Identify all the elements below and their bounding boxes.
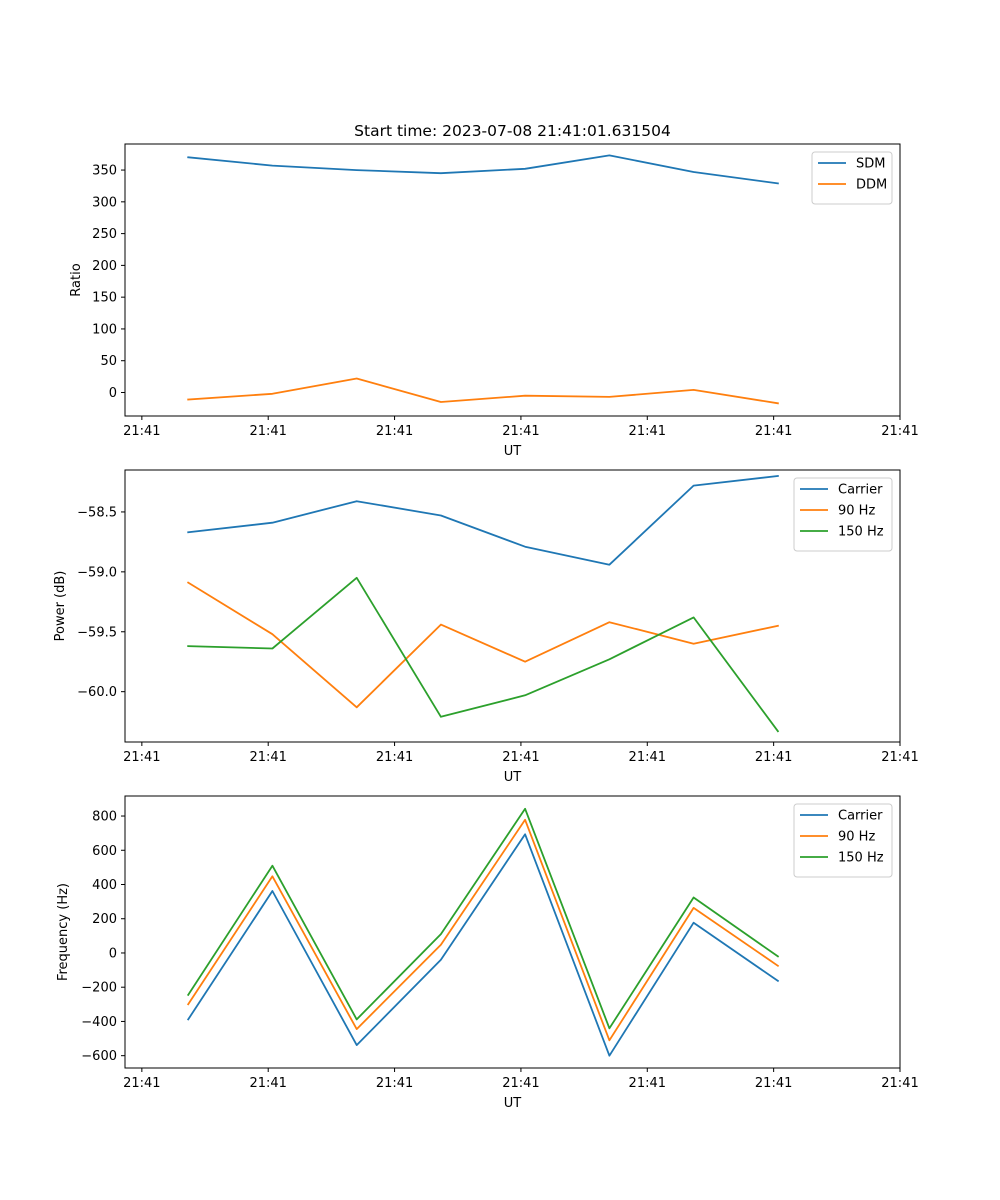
power-x-axis-label: UT [504, 770, 522, 785]
power-legend-label-150-hz: 150 Hz [838, 525, 884, 540]
power-90-hz-line [186, 581, 779, 709]
frequency-150-hz-line [186, 807, 780, 1030]
frequency-y-tick-label: −600 [81, 1049, 117, 1064]
power-x-tick-label: 21:41 [502, 750, 539, 765]
ratio-y-tick-label: 250 [92, 227, 117, 242]
ratio-ddm-line [187, 377, 779, 405]
power-150-hz-line [187, 576, 780, 733]
ratio-legend [811, 151, 893, 205]
frequency-90-hz-line [186, 818, 780, 1042]
power-axes-frame [124, 469, 901, 743]
power-x-tick-label: 21:41 [123, 750, 160, 765]
ratio-x-tick-label: 21:41 [629, 424, 666, 439]
ratio-chart: 21:41 21:41 21:41 21:41 21:41 21:41 21:41 0 50 10… [69, 143, 919, 459]
ratio-sdm-line [187, 154, 779, 185]
frequency-y-tick-label: 200 [92, 912, 117, 927]
ratio-legend-label-ddm: DDM [856, 178, 887, 193]
power-y-tick-label: −60.0 [77, 685, 117, 700]
ratio-x-tick-label: 21:41 [376, 424, 413, 439]
frequency-x-tick-label: 21:41 [502, 1076, 539, 1091]
ratio-x-tick-label: 21:41 [755, 424, 792, 439]
power-x-tick-label: 21:41 [629, 750, 666, 765]
ratio-x-tick-label: 21:41 [881, 424, 918, 439]
ratio-y-tick-label: 50 [100, 354, 117, 369]
frequency-y-tick-label: −200 [81, 981, 117, 996]
frequency-y-tick-label: 0 [109, 946, 117, 961]
frequency-legend-label-carrier: Carrier [838, 809, 883, 824]
power-chart: 21:41 21:41 21:41 21:41 21:41 21:41 21:41 −60.0… [53, 469, 919, 785]
frequency-legend [793, 803, 893, 878]
frequency-legend-label-90-hz: 90 Hz [838, 830, 875, 845]
frequency-chart: 21:41 21:41 21:41 21:41 21:41 21:41 21:41 −600 −… [56, 795, 919, 1111]
ratio-y-tick-label: 150 [92, 291, 117, 306]
frequency-y-tick-label: 400 [92, 878, 117, 893]
frequency-y-tick-label: 600 [92, 844, 117, 859]
power-legend [793, 477, 893, 552]
power-y-tick-label: −59.5 [77, 625, 117, 640]
ratio-x-tick-label: 21:41 [249, 424, 286, 439]
frequency-x-tick-label: 21:41 [881, 1076, 918, 1091]
frequency-y-tick-label: −400 [81, 1015, 117, 1030]
frequency-x-tick-label: 21:41 [755, 1076, 792, 1091]
frequency-x-axis-label: UT [504, 1096, 522, 1111]
power-y-tick-label: −59.0 [77, 565, 117, 580]
power-carrier-line [187, 475, 779, 566]
frequency-x-tick-label: 21:41 [376, 1076, 413, 1091]
frequency-y-tick-label: 800 [92, 810, 117, 825]
power-y-tick-label: −58.5 [77, 505, 117, 520]
frequency-legend-label-150-hz: 150 Hz [838, 851, 884, 866]
ratio-y-tick-label: 100 [92, 322, 117, 337]
power-x-tick-label: 21:41 [755, 750, 792, 765]
power-legend-label-90-hz: 90 Hz [838, 504, 875, 519]
figure-title: Start time: 2023-07-08 21:41:01.631504 [354, 122, 671, 140]
ratio-axes-frame [124, 143, 901, 417]
frequency-x-tick-label: 21:41 [629, 1076, 666, 1091]
frequency-x-tick-label: 21:41 [249, 1076, 286, 1091]
ratio-x-axis-label: UT [504, 444, 522, 459]
power-x-tick-label: 21:41 [376, 750, 413, 765]
ratio-legend-label-sdm: SDM [856, 157, 885, 172]
ratio-y-tick-label: 200 [92, 259, 117, 274]
ratio-y-tick-label: 300 [92, 195, 117, 210]
ratio-x-tick-label: 21:41 [123, 424, 160, 439]
power-x-tick-label: 21:41 [881, 750, 918, 765]
frequency-carrier-line [186, 833, 780, 1057]
ratio-y-tick-label: 350 [92, 164, 117, 179]
frequency-axes-frame [124, 795, 901, 1069]
ratio-y-tick-label: 0 [109, 386, 117, 401]
power-y-axis-label: Power (dB) [53, 571, 68, 642]
ratio-x-tick-label: 21:41 [502, 424, 539, 439]
frequency-x-tick-label: 21:41 [123, 1076, 160, 1091]
power-legend-label-carrier: Carrier [838, 483, 883, 498]
ratio-y-axis-label: Ratio [69, 263, 84, 296]
power-x-tick-label: 21:41 [249, 750, 286, 765]
frequency-y-axis-label: Frequency (Hz) [56, 883, 71, 981]
